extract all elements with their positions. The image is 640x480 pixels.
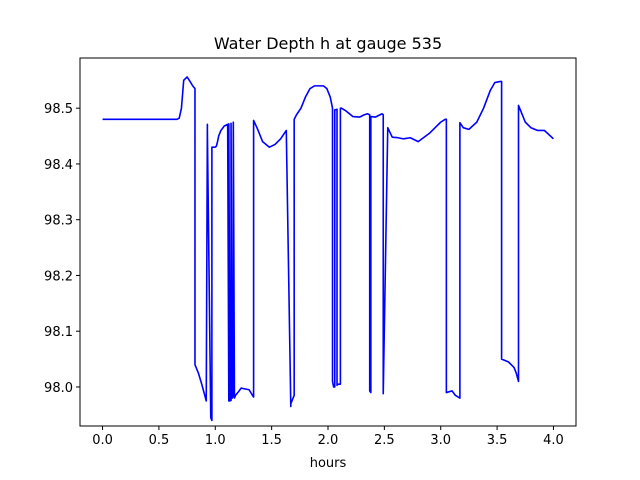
y-tick-label: 98.0: [44, 381, 73, 396]
x-tick-label: 1.5: [261, 433, 282, 448]
x-tick-label: 3.5: [487, 433, 508, 448]
y-tick-label: 98.1: [44, 325, 73, 340]
chart-title: Water Depth h at gauge 535: [214, 34, 442, 53]
x-axis: 0.0 0.5 1.0 1.5 2.0 2.5 3.0 3.5 4.0: [92, 426, 564, 448]
x-tick-label: 4.0: [543, 433, 564, 448]
y-tick-label: 98.3: [44, 214, 73, 229]
x-tick-label: 0.5: [149, 433, 170, 448]
x-tick-label: 0.0: [92, 433, 113, 448]
x-axis-label: hours: [310, 456, 347, 471]
y-tick-label: 98.2: [44, 269, 73, 284]
x-tick-label: 3.0: [430, 433, 451, 448]
x-tick-label: 2.5: [374, 433, 395, 448]
series-line: [102, 76, 554, 422]
y-tick-label: 98.5: [44, 102, 73, 117]
x-tick-label: 1.0: [205, 433, 226, 448]
series-layer: [102, 76, 554, 422]
y-axis: 98.0 98.1 98.2 98.3 98.4 98.5: [44, 102, 80, 396]
x-tick-label: 2.0: [318, 433, 339, 448]
y-tick-label: 98.4: [44, 158, 73, 173]
